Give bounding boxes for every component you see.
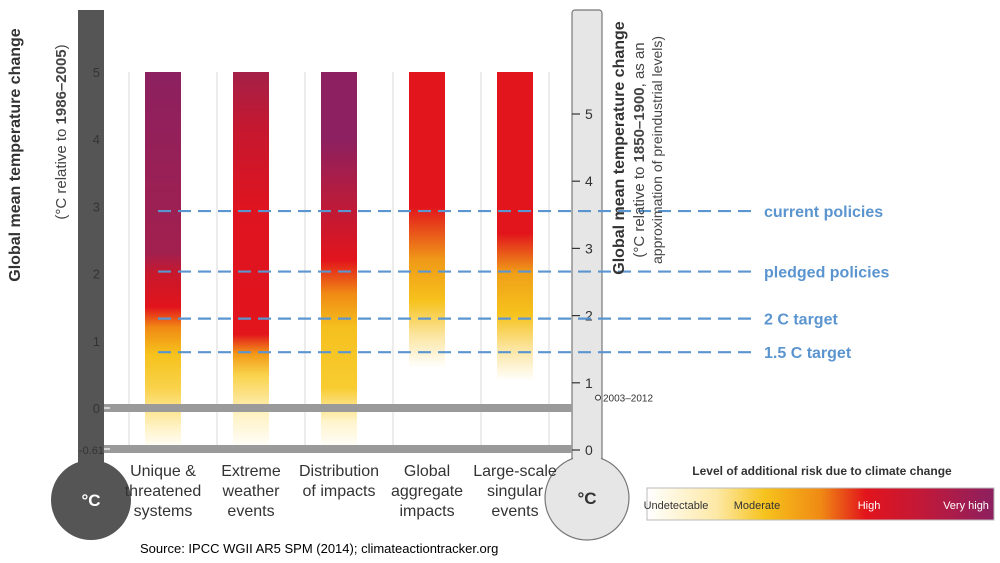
reference-line-label: 1.5 C target: [764, 345, 852, 362]
category-labels: Unique & threatened systems Extreme weather e…: [125, 463, 557, 520]
right-tick-label: 2: [585, 308, 593, 324]
right-axis-subtitle-2: approximation of preindustrial levels): [649, 36, 665, 264]
right-tick-label: 4: [585, 173, 593, 189]
axis-labels: Global mean temperature change (°C relat…: [7, 21, 665, 282]
lower-baseline: [104, 444, 572, 453]
category-label: Unique & threatened systems: [125, 463, 202, 520]
left-axis-title: Global mean temperature change: [7, 28, 24, 282]
category-label: Large-scale singular events: [473, 463, 557, 520]
axis-group: 5 4 3 2 1 0 -0.61 5 4 3 2 1 0 2003–2012: [79, 65, 654, 458]
reference-line-label: current policies: [764, 204, 883, 221]
left-tick-label: 5: [93, 65, 100, 80]
reference-line-label: 2 C target: [764, 312, 838, 329]
risk-bar: [233, 72, 269, 449]
category-label: Global aggregate impacts: [391, 463, 463, 520]
reference-line-label: pledged policies: [764, 265, 889, 282]
category-label: Distribution of impacts: [299, 463, 379, 500]
period-marker: [595, 394, 601, 401]
left-unit-label: °C: [81, 491, 100, 510]
right-unit-label: °C: [577, 489, 596, 508]
right-tick-label: 1: [585, 375, 593, 391]
left-thermometer-bulb: [51, 460, 131, 540]
period-marker-label: 2003–2012: [603, 394, 653, 405]
reference-lines: current policies pledged policies 2 C targ…: [158, 204, 889, 362]
legend-label: Undetectable: [644, 500, 709, 512]
risk-bar: [145, 72, 181, 449]
left-tick-label: 4: [93, 132, 100, 147]
risk-bar: [321, 72, 357, 449]
risk-bar: [409, 72, 445, 449]
legend-label: Moderate: [734, 500, 780, 512]
left-axis-subtitle: (°C relative to 1986–2005): [53, 44, 70, 219]
left-tick-label: 2: [93, 267, 100, 282]
left-tick-label: 1: [93, 334, 100, 349]
legend-color-bar: [646, 487, 995, 521]
risk-bar: [497, 72, 533, 449]
right-axis-subtitle: (°C relative to 1850–1900, as an: [631, 42, 648, 257]
left-tick-label: -0.61: [79, 445, 104, 457]
left-thermometer: °C: [51, 10, 131, 540]
category-label: Extreme weather events: [221, 463, 281, 520]
legend-title: Level of additional risk due to climate …: [692, 464, 952, 478]
risk-legend: Level of additional risk due to climate …: [644, 464, 995, 521]
left-thermometer-stem: [78, 10, 104, 490]
legend-label: Very high: [943, 500, 989, 512]
bar-group: [128, 72, 550, 449]
source-note: Source: IPCC WGII AR5 SPM (2014); climat…: [140, 541, 499, 556]
left-tick-label: 0: [93, 401, 100, 416]
legend-label: High: [858, 500, 881, 512]
right-tick-label: 3: [585, 240, 593, 256]
zero-baseline: [104, 404, 572, 412]
left-tick-label: 3: [93, 199, 100, 214]
right-tick-label: 0: [585, 442, 593, 458]
right-tick-label: 5: [585, 106, 593, 122]
right-axis-title: Global mean temperature change: [611, 21, 628, 275]
